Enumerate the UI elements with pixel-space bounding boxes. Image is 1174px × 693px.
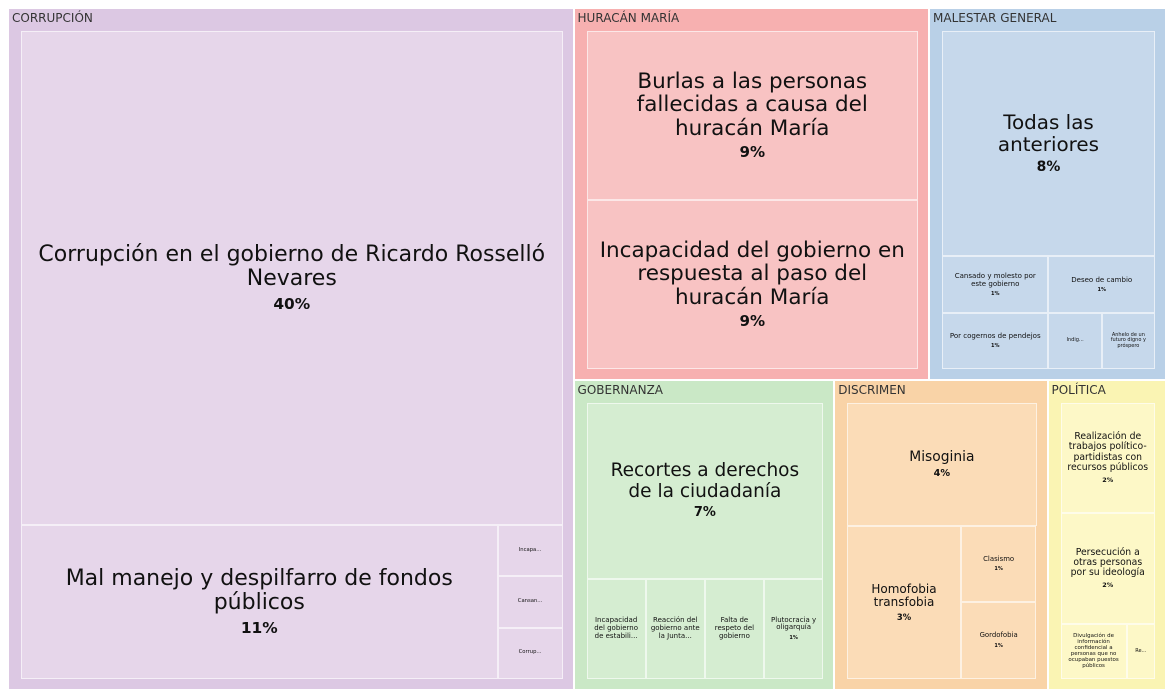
tile-label: Cansado y molesto por este gobierno (954, 271, 1036, 288)
group-label: MALESTAR GENERAL (933, 11, 1057, 25)
treemap-tile: Reacción del gobierno ante la Junta... (645, 578, 705, 679)
tile-value: 1% (789, 634, 798, 641)
tile-label: Anhelo de un futuro digno y próspero (1110, 331, 1146, 349)
tile-value: 3% (896, 612, 912, 622)
tile-label: Recortes a derechos de la ciudadanía (610, 460, 800, 502)
tile-value: 1% (994, 642, 1003, 649)
tile-value: 9% (739, 312, 766, 331)
treemap-tile: Re... (1126, 623, 1155, 679)
treemap-tile: Falta de respeto del gobierno (704, 578, 765, 679)
tile-value: 7% (693, 505, 716, 521)
treemap-tile: Persecución a otras personas por su ideo… (1060, 513, 1155, 624)
group-label: DISCRIMEN (838, 383, 906, 397)
tile-value: 1% (990, 290, 1000, 297)
group-label: GOBERNANZA (577, 383, 664, 397)
treemap-tile: Homofobia transfobia 3% (847, 525, 961, 679)
treemap-tile: Cansado y molesto por este gobierno 1% (942, 256, 1049, 313)
tile-label: Clasismo (983, 554, 1015, 563)
tile-value: 4% (933, 467, 951, 479)
category-group: MALESTAR GENERAL Todas las anteriores 8% Ca… (929, 8, 1166, 380)
tile-label: Mal manejo y despilfarro de fondos públi… (65, 566, 453, 616)
tile-value: 40% (273, 294, 311, 313)
category-group: CORRUPCIÓN Corrupción en el gobierno de R… (8, 8, 574, 690)
treemap-tile: Realización de trabajos político-partidi… (1060, 403, 1155, 514)
tile-label: Falta de respeto del gobierno (714, 616, 755, 640)
tile-label: Indig... (1066, 337, 1084, 344)
treemap-tile: Misoginia 4% (847, 403, 1037, 526)
category-group: GOBERNANZA Recortes a derechos de la ciud… (573, 380, 835, 690)
group-label: CORRUPCIÓN (12, 11, 93, 25)
treemap-tile: Por cogernos de pendejos 1% (942, 312, 1049, 369)
tile-value: 2% (1102, 476, 1114, 485)
tile-value: 2% (1102, 581, 1114, 590)
tile-label: Incapacidad del gobierno en respuesta al… (599, 237, 905, 310)
treemap-tile: Incapacidad del gobierno de estabili... (586, 578, 646, 679)
tile-label: Todas las anteriores (997, 111, 1100, 157)
tile-label: Re... (1135, 647, 1147, 654)
treemap-tile: Deseo de cambio 1% (1048, 256, 1155, 313)
treemap-tile: Burlas a las personas fallecidas a causa… (586, 31, 918, 200)
treemap-tile: Incapa... (497, 524, 563, 577)
tile-label: Por cogernos de pendejos (949, 331, 1041, 341)
tile-value: 9% (739, 143, 766, 162)
tile-label: Plutocracia y oligarquía (771, 615, 817, 632)
treemap-tile: Indig... (1048, 312, 1102, 369)
treemap-tile: Mal manejo y despilfarro de fondos públi… (21, 524, 498, 679)
tile-value: 1% (990, 343, 1000, 350)
tile-label: Corrup... (518, 649, 542, 656)
treemap-tile: Cansan... (497, 576, 563, 628)
tile-label: Incapa... (518, 546, 542, 553)
tile-label: Burlas a las personas fallecidas a causa… (636, 68, 868, 141)
treemap-tile: Divulgación de información confidencial … (1060, 623, 1127, 679)
treemap-tile: Clasismo 1% (960, 525, 1037, 603)
tile-label: Cansan... (517, 597, 543, 604)
treemap-tile: Corrup... (497, 627, 563, 679)
category-group: POLÍTICA Realización de trabajos político… (1047, 380, 1166, 690)
tile-value: 8% (1036, 159, 1061, 176)
tile-label: Incapacidad del gobierno de estabili... (594, 616, 639, 640)
tile-value: 1% (994, 566, 1003, 573)
tile-label: Persecución a otras personas por su ideo… (1070, 546, 1145, 579)
tile-label: Gordofobia (979, 631, 1018, 640)
tile-label: Realización de trabajos político-partidi… (1067, 431, 1149, 473)
tile-label: Homofobia transfobia (871, 581, 937, 609)
treemap-tile: Recortes a derechos de la ciudadanía 7% (586, 403, 824, 579)
tile-label: Deseo de cambio (1071, 275, 1133, 285)
treemap-tile: Gordofobia 1% (960, 602, 1037, 679)
treemap-tile: Plutocracia y oligarquía 1% (764, 578, 824, 679)
tile-label: Reacción del gobierno ante la Junta... (650, 616, 700, 640)
treemap-tile: Anhelo de un futuro digno y próspero (1101, 312, 1155, 369)
treemap-tile: Incapacidad del gobierno en respuesta al… (586, 200, 918, 369)
tile-label: Corrupción en el gobierno de Ricardo Ros… (38, 242, 546, 292)
treemap-tile: Todas las anteriores 8% (942, 31, 1155, 257)
tile-label: Divulgación de información confidencial … (1068, 633, 1119, 670)
group-label: HURACÁN MARÍA (577, 11, 680, 25)
category-group: DISCRIMEN Misoginia 4% Homofobia transfobia… (834, 380, 1048, 690)
treemap-tile: Corrupción en el gobierno de Ricardo Ros… (21, 31, 563, 525)
tile-value: 11% (240, 618, 278, 637)
category-group: HURACÁN MARÍA Burlas a las personas falle… (573, 8, 929, 380)
tile-value: 1% (1097, 286, 1106, 293)
tile-label: Misoginia (909, 448, 975, 465)
group-label: POLÍTICA (1051, 383, 1106, 397)
